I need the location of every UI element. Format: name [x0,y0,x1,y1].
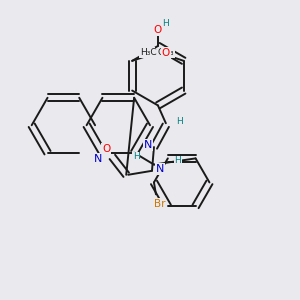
Text: N: N [144,140,152,150]
Text: N: N [156,164,164,174]
Text: O: O [162,48,170,58]
Text: H₃C: H₃C [140,48,156,57]
Text: H: H [133,152,140,161]
Text: H: H [174,156,181,165]
Text: N: N [94,154,103,164]
Text: O: O [154,25,162,35]
Text: CH₃: CH₃ [158,48,174,57]
Text: O: O [102,144,110,154]
Text: H: H [176,117,183,126]
Text: H: H [163,19,169,28]
Text: O: O [146,48,154,58]
Text: Br: Br [154,199,166,209]
